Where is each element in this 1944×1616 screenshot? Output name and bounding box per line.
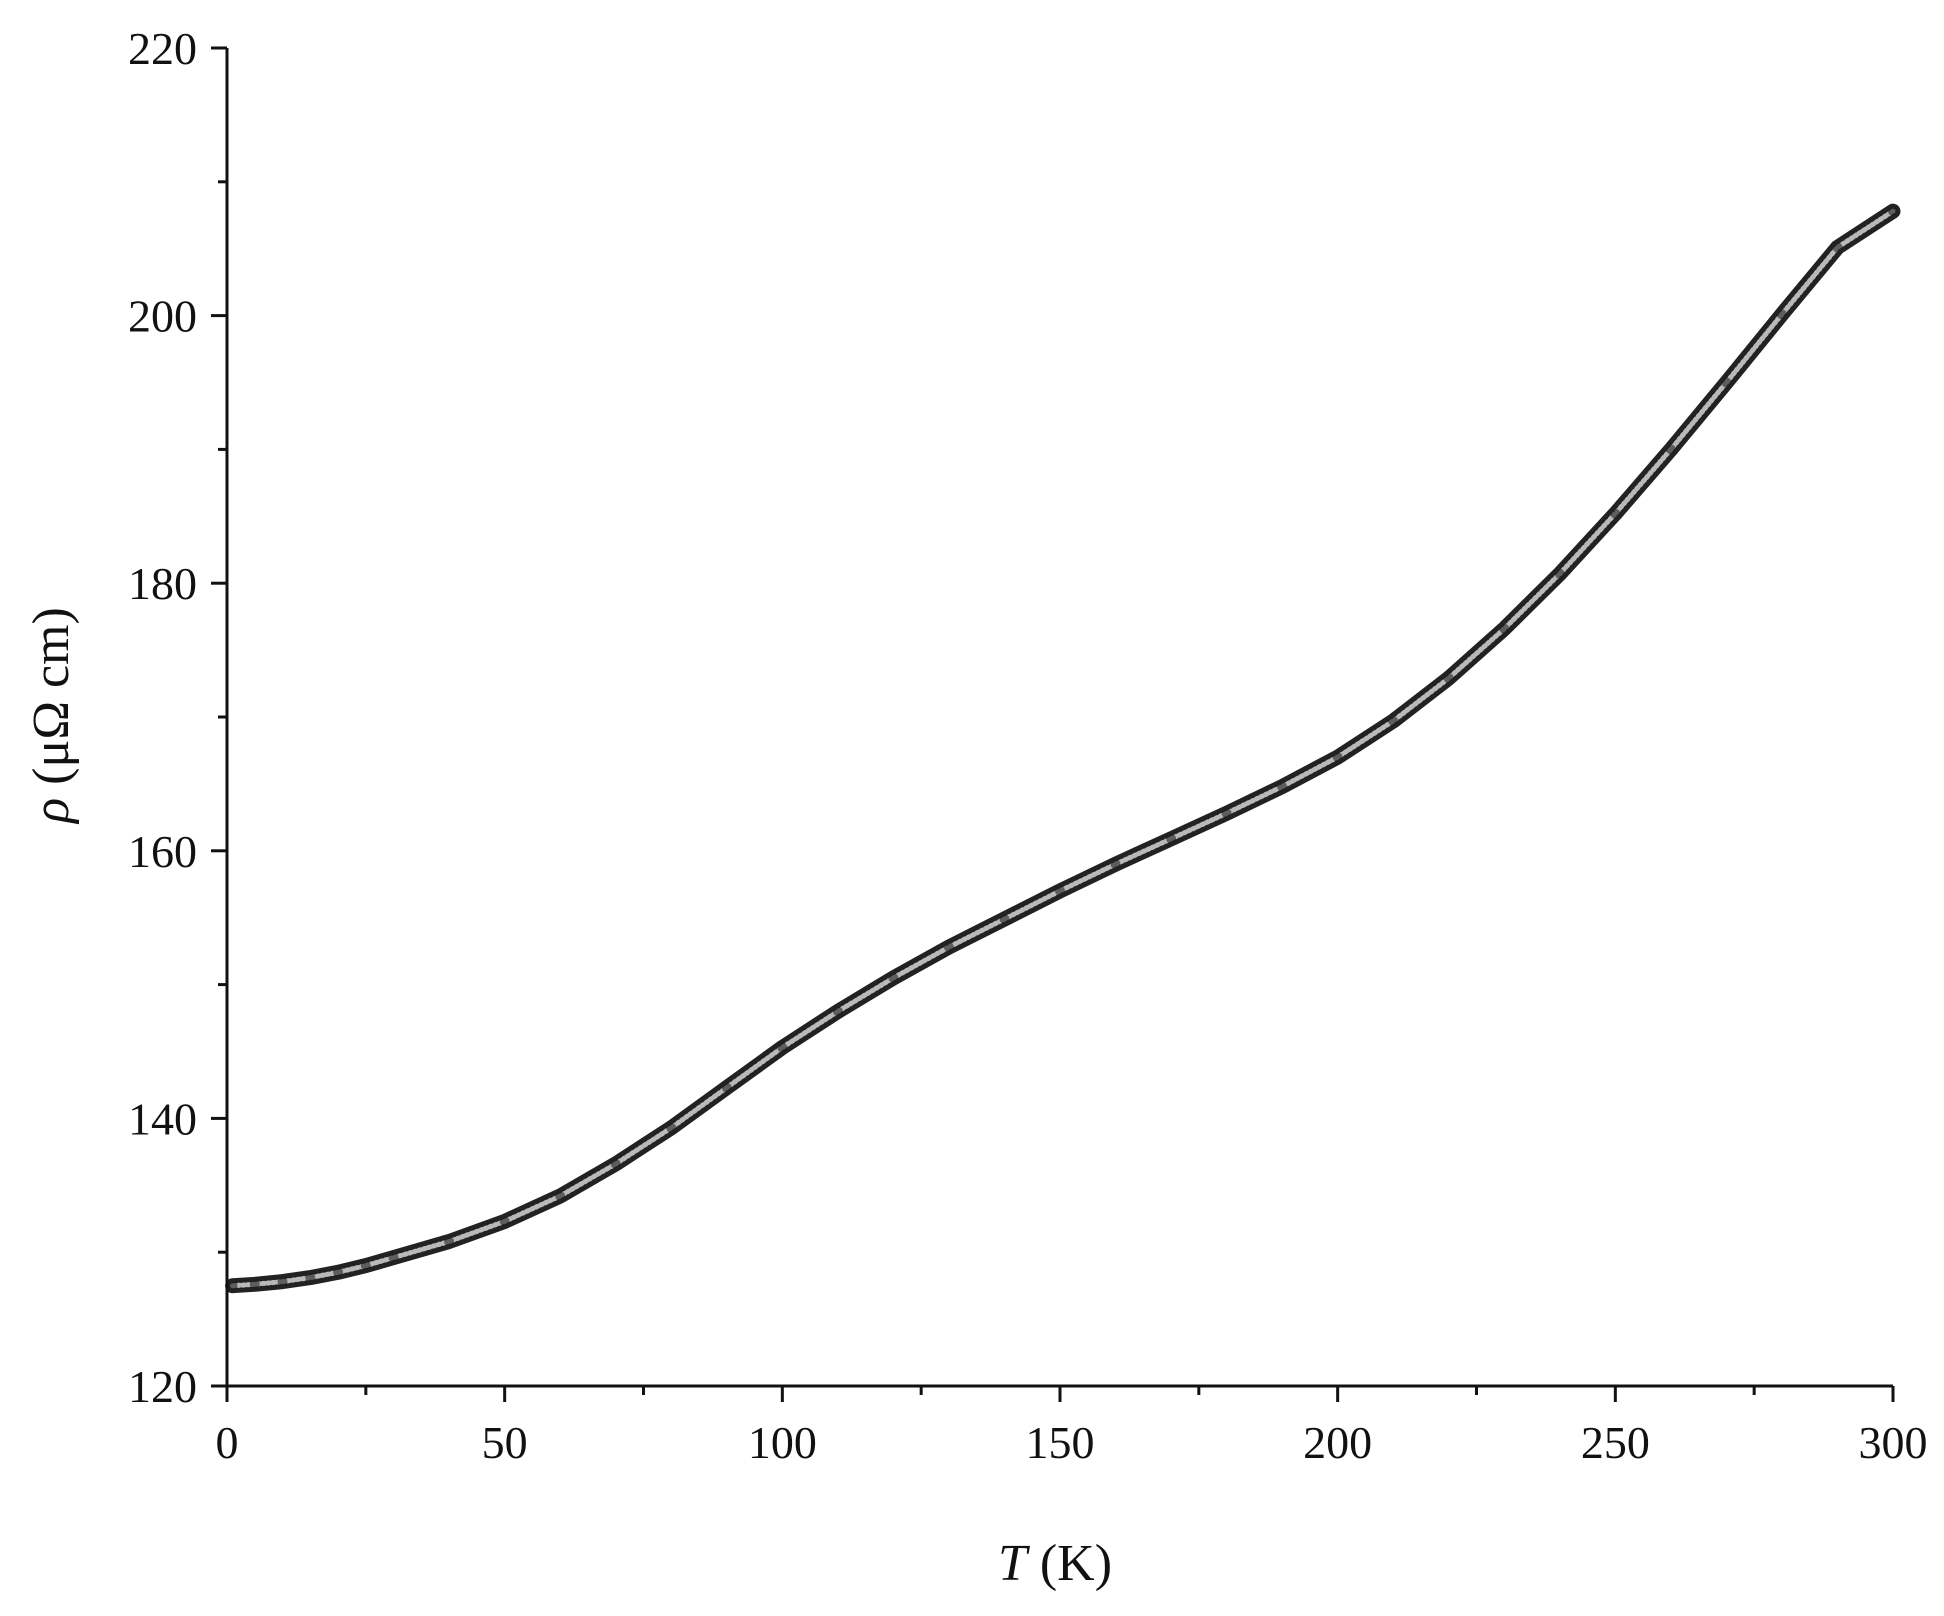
data-point bbox=[1388, 716, 1399, 726]
data-point bbox=[943, 942, 954, 953]
ticks-layer: 0 50 100 150 200 250 300 120 140 160 180 200 220 bbox=[128, 23, 1928, 1468]
data-point bbox=[1499, 623, 1510, 634]
data-point bbox=[721, 1082, 732, 1093]
x-tick-label: 200 bbox=[1303, 1417, 1372, 1468]
y-tick-label: 140 bbox=[128, 1093, 197, 1144]
data-point bbox=[1443, 673, 1454, 684]
data-point bbox=[1610, 508, 1621, 519]
data-point bbox=[1832, 242, 1843, 253]
y-tick-label: 160 bbox=[128, 826, 197, 877]
data-point bbox=[1166, 833, 1177, 844]
axes-layer bbox=[225, 48, 1893, 1388]
data-point bbox=[444, 1236, 455, 1247]
data-point bbox=[277, 1276, 288, 1287]
data-point bbox=[305, 1272, 316, 1283]
data-point bbox=[1277, 781, 1288, 792]
x-axis-label: T (K) bbox=[998, 1535, 1112, 1592]
y-axis-var: ρ bbox=[23, 798, 80, 825]
y-axis-label: ρ (μΩ cm) bbox=[23, 607, 80, 825]
data-point bbox=[1110, 859, 1121, 870]
data-point bbox=[388, 1252, 399, 1263]
data-point bbox=[1721, 377, 1732, 388]
series-line-inner bbox=[230, 208, 1896, 1289]
y-axis-unit: (μΩ cm) bbox=[23, 607, 80, 798]
x-axis-var: T bbox=[998, 1535, 1030, 1592]
data-point bbox=[888, 972, 899, 983]
x-axis-unit: (K) bbox=[1027, 1535, 1112, 1592]
data-point bbox=[1332, 752, 1343, 763]
data-point bbox=[1888, 206, 1898, 217]
data-point bbox=[227, 1280, 238, 1291]
data-point bbox=[610, 1158, 621, 1169]
y-tick-label: 220 bbox=[128, 23, 197, 74]
x-tick-label: 150 bbox=[1026, 1417, 1095, 1468]
series-line-outer bbox=[225, 203, 1901, 1294]
data-point bbox=[1221, 808, 1232, 819]
data-point bbox=[555, 1191, 566, 1201]
x-tick-label: 250 bbox=[1581, 1417, 1650, 1468]
y-tick-label: 120 bbox=[128, 1361, 197, 1412]
x-tick-label: 50 bbox=[482, 1417, 528, 1468]
data-point bbox=[1665, 444, 1676, 455]
data-point bbox=[360, 1260, 371, 1271]
data-point bbox=[777, 1042, 788, 1053]
series-layer bbox=[225, 203, 1901, 1294]
data-point bbox=[499, 1216, 510, 1227]
data-point bbox=[1776, 309, 1787, 320]
x-tick-label: 300 bbox=[1859, 1417, 1928, 1468]
data-point bbox=[333, 1267, 344, 1278]
y-tick-label: 200 bbox=[128, 291, 197, 342]
data-point bbox=[1554, 568, 1565, 579]
data-point bbox=[999, 914, 1010, 924]
data-point bbox=[832, 1006, 843, 1017]
data-point bbox=[666, 1122, 677, 1133]
y-tick-label: 180 bbox=[128, 558, 197, 609]
x-tick-label: 100 bbox=[748, 1417, 817, 1468]
x-tick-label: 0 bbox=[216, 1417, 239, 1468]
data-point bbox=[1055, 885, 1065, 896]
labels-layer: T (K) ρ (μΩ cm) bbox=[23, 607, 1112, 1592]
data-point bbox=[249, 1279, 260, 1290]
